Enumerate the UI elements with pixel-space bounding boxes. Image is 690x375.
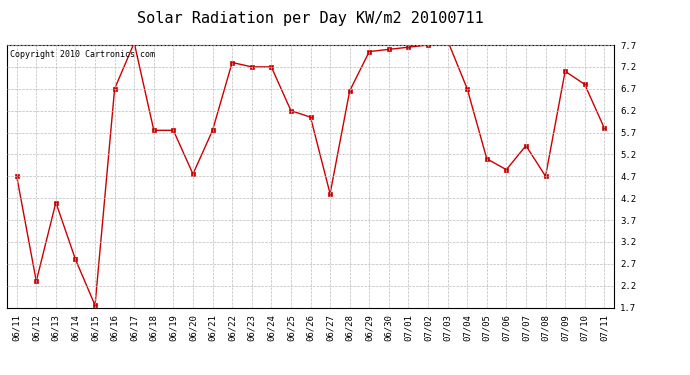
Text: Solar Radiation per Day KW/m2 20100711: Solar Radiation per Day KW/m2 20100711: [137, 11, 484, 26]
Text: Copyright 2010 Cartronics.com: Copyright 2010 Cartronics.com: [10, 50, 155, 59]
